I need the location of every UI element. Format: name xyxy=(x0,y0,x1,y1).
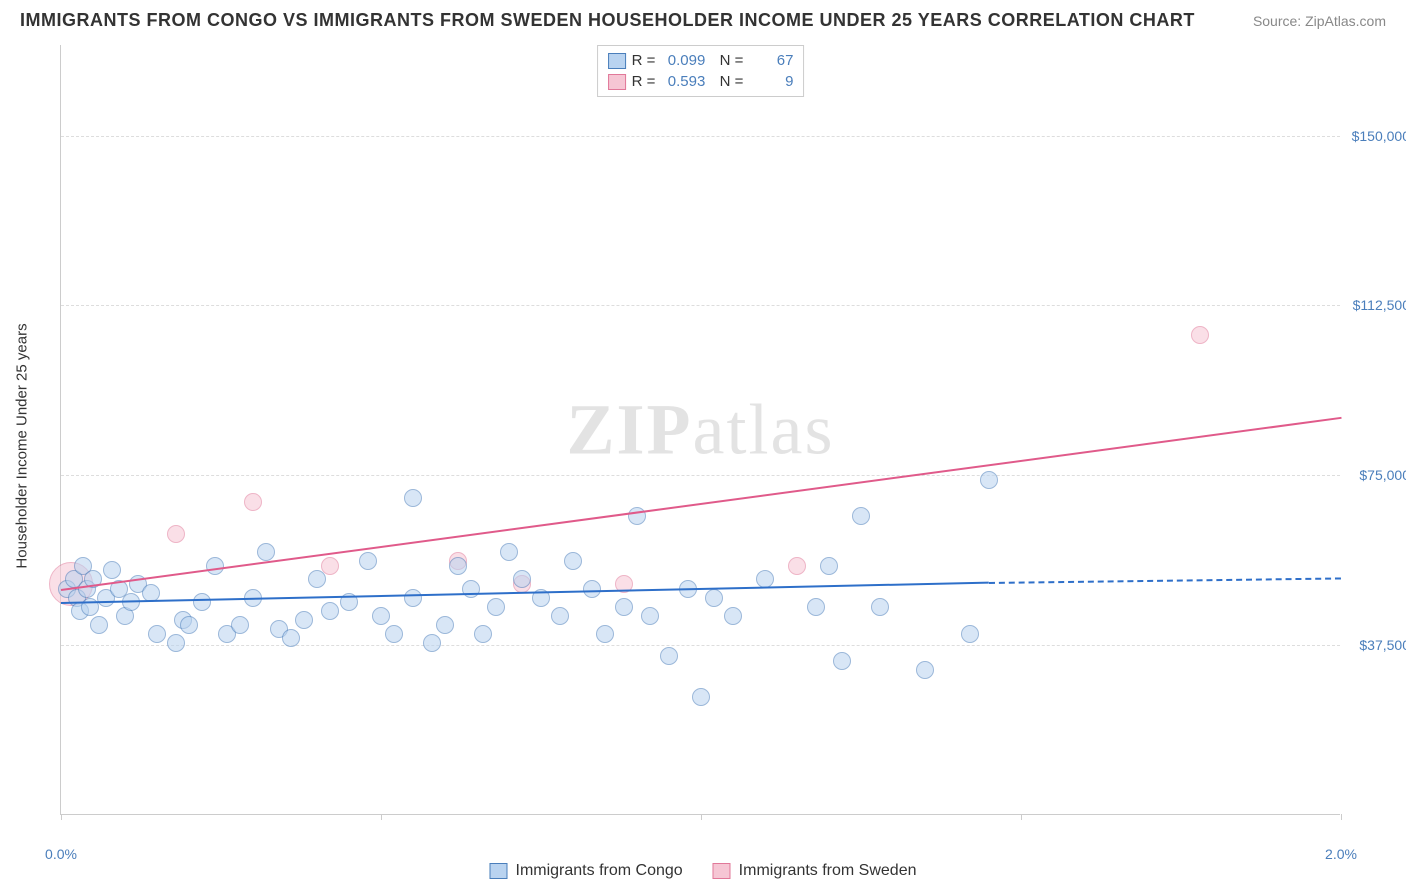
data-point-congo xyxy=(724,607,742,625)
swatch-sweden xyxy=(608,74,626,90)
data-point-congo xyxy=(833,652,851,670)
data-point-congo xyxy=(474,625,492,643)
data-point-congo xyxy=(660,647,678,665)
data-point-congo xyxy=(513,570,531,588)
data-point-congo xyxy=(436,616,454,634)
watermark-bold: ZIP xyxy=(567,389,693,469)
xtick-label: 2.0% xyxy=(1325,846,1357,862)
xtick xyxy=(1341,814,1342,820)
data-point-congo xyxy=(193,593,211,611)
stat-n-value: 9 xyxy=(749,73,793,90)
data-point-congo xyxy=(692,688,710,706)
source-label: Source: ZipAtlas.com xyxy=(1253,13,1386,29)
gridline xyxy=(61,645,1340,646)
ytick-label: $75,000 xyxy=(1350,467,1406,483)
ytick-label: $150,000 xyxy=(1350,128,1406,144)
stats-row-congo: R = 0.099 N = 67 xyxy=(608,50,794,71)
data-point-congo xyxy=(257,543,275,561)
data-point-congo xyxy=(807,598,825,616)
chart-title: IMMIGRANTS FROM CONGO VS IMMIGRANTS FROM… xyxy=(20,10,1195,31)
data-point-congo xyxy=(641,607,659,625)
bottom-legend: Immigrants from Congo Immigrants from Swe… xyxy=(489,862,916,880)
stat-n-label: N = xyxy=(711,52,743,69)
data-point-congo xyxy=(449,557,467,575)
data-point-congo xyxy=(148,625,166,643)
gridline xyxy=(61,475,1340,476)
trendline xyxy=(989,577,1341,584)
legend-label: Immigrants from Congo xyxy=(515,862,682,880)
data-point-congo xyxy=(180,616,198,634)
stat-n-label: N = xyxy=(711,73,743,90)
data-point-congo xyxy=(90,616,108,634)
chart-plot-area: ZIPatlas R =0.099 N =67R =0.593 N =9 $37… xyxy=(60,45,1340,815)
gridline xyxy=(61,136,1340,137)
data-point-congo xyxy=(583,580,601,598)
legend-label: Immigrants from Sweden xyxy=(739,862,917,880)
data-point-congo xyxy=(385,625,403,643)
data-point-congo xyxy=(282,629,300,647)
xtick xyxy=(1021,814,1022,820)
xtick xyxy=(381,814,382,820)
data-point-congo xyxy=(852,507,870,525)
legend-item-sweden: Immigrants from Sweden xyxy=(713,862,917,880)
swatch-congo xyxy=(489,863,507,879)
data-point-congo xyxy=(487,598,505,616)
data-point-congo xyxy=(308,570,326,588)
data-point-congo xyxy=(404,489,422,507)
data-point-congo xyxy=(820,557,838,575)
correlation-stats-box: R = 0.099 N = 67 R = 0.593 N = 9 xyxy=(597,45,805,97)
data-point-congo xyxy=(871,598,889,616)
data-point-congo xyxy=(206,557,224,575)
legend-item-congo: Immigrants from Congo xyxy=(489,862,682,880)
data-point-congo xyxy=(961,625,979,643)
data-point-congo xyxy=(372,607,390,625)
data-point-congo xyxy=(500,543,518,561)
data-point-congo xyxy=(551,607,569,625)
data-point-congo xyxy=(564,552,582,570)
data-point-sweden xyxy=(167,525,185,543)
data-point-congo xyxy=(916,661,934,679)
watermark: ZIPatlas xyxy=(567,388,835,471)
stat-r-label: R = xyxy=(632,73,656,90)
data-point-congo xyxy=(980,471,998,489)
xtick-label: 0.0% xyxy=(45,846,77,862)
swatch-congo xyxy=(608,53,626,69)
watermark-rest: atlas xyxy=(693,389,835,469)
stats-row-sweden: R = 0.593 N = 9 xyxy=(608,71,794,92)
ytick-label: $37,500 xyxy=(1350,637,1406,653)
stat-n-value: 67 xyxy=(749,52,793,69)
data-point-congo xyxy=(359,552,377,570)
data-point-sweden xyxy=(788,557,806,575)
ytick-label: $112,500 xyxy=(1350,297,1406,313)
yaxis-title: Householder Income Under 25 years xyxy=(14,323,31,568)
data-point-congo xyxy=(596,625,614,643)
data-point-congo xyxy=(103,561,121,579)
data-point-congo xyxy=(423,634,441,652)
stat-r-value: 0.593 xyxy=(661,73,705,90)
data-point-congo xyxy=(404,589,422,607)
xtick xyxy=(61,814,62,820)
data-point-congo xyxy=(231,616,249,634)
gridline xyxy=(61,305,1340,306)
data-point-congo xyxy=(705,589,723,607)
data-point-sweden xyxy=(244,493,262,511)
data-point-sweden xyxy=(1191,326,1209,344)
data-point-congo xyxy=(167,634,185,652)
data-point-congo xyxy=(321,602,339,620)
swatch-sweden xyxy=(713,863,731,879)
xtick xyxy=(701,814,702,820)
data-point-congo xyxy=(615,598,633,616)
data-point-congo xyxy=(295,611,313,629)
stat-r-label: R = xyxy=(632,52,656,69)
stat-r-value: 0.099 xyxy=(661,52,705,69)
data-point-sweden xyxy=(321,557,339,575)
